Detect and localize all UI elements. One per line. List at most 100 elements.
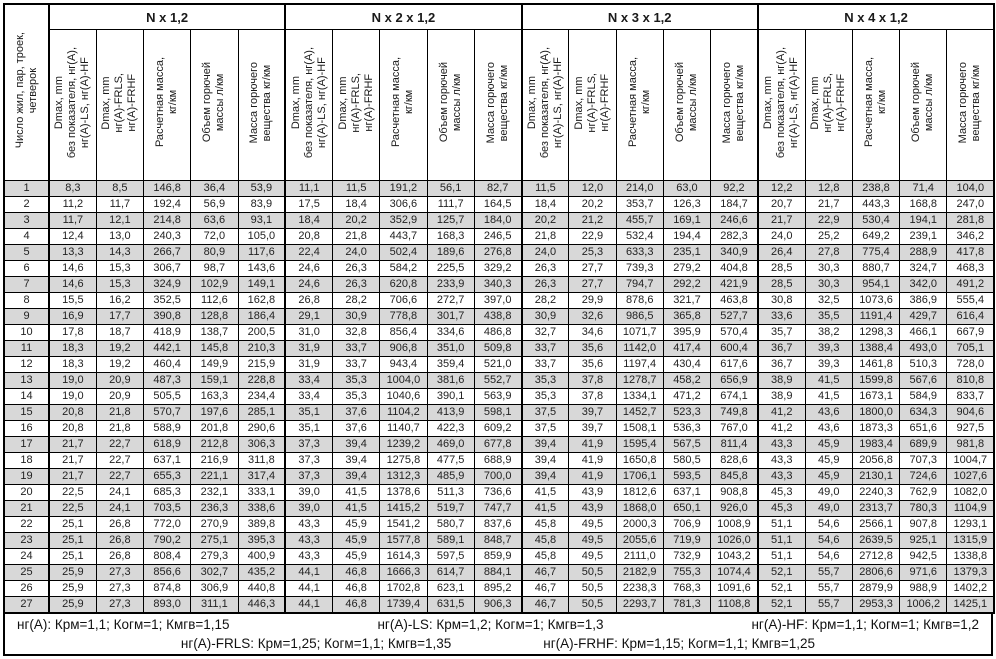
table-cell: 13,0 (95, 228, 145, 245)
table-cell: 833,7 (946, 388, 995, 405)
table-cell: 44,1 (284, 596, 334, 614)
table-cell: 1378,6 (379, 484, 428, 501)
table-cell: 11,1 (284, 180, 334, 197)
note-ng-a: нг(А): Крм=1,1; Когм=1; Кмгв=1,15 (17, 617, 230, 633)
column-header: Масса горючего вещества кг/км (946, 29, 995, 181)
table-cell: 39,0 (284, 484, 334, 501)
table-row: 7 14,6 15,3 324,9 102,9 149,1 24,6 26,3 620,8 233… (3, 276, 995, 293)
table-cell: 614,7 (426, 564, 475, 581)
table-cell: 41,5 (332, 484, 381, 501)
table-row: 17 21,7 22,7 618,9 212,8 306,3 37,3 39,4 1239,2 4… (3, 436, 995, 453)
table-cell: 719,9 (662, 532, 712, 549)
note-ng-a-frls: нг(А)-FRLS: Крм=1,25; Когм=1,1; Кмгв=1,3… (180, 635, 452, 651)
table-cell: 214,0 (615, 180, 664, 197)
table-cell: 37,5 (520, 404, 570, 421)
table-cell: 584,9 (899, 388, 948, 405)
table-cell: 400,9 (237, 548, 286, 565)
table-cell: 35,7 (756, 324, 806, 341)
table-cell: 168,3 (426, 228, 475, 245)
table-cell: 46,8 (332, 580, 381, 597)
table-cell: 536,3 (662, 420, 712, 437)
table-cell: 30,8 (756, 292, 806, 309)
table-cell: 767,0 (710, 420, 759, 437)
table-cell: 50,5 (568, 564, 617, 581)
table-cell: 197,6 (190, 404, 239, 421)
row-number: 24 (3, 548, 50, 565)
table-cell: 511,3 (426, 484, 475, 501)
table-cell: 1614,3 (379, 548, 428, 565)
table-cell: 418,9 (142, 324, 192, 341)
table-cell: 471,2 (662, 388, 712, 405)
table-cell: 17,5 (284, 196, 334, 213)
table-cell: 46,7 (520, 564, 570, 581)
group-title-row: Число жил, пар, троек, четверок N x 1,2 … (3, 3, 995, 181)
column-header: Dmax, mm нг(А)-FRLS, нг(А)-FRHF (804, 29, 853, 181)
table-cell: 505,5 (142, 388, 192, 405)
table-cell: 1191,4 (851, 308, 901, 325)
table-row: 15 20,8 21,8 570,7 197,6 285,1 35,1 37,6 1104,2 4… (3, 404, 995, 421)
table-cell: 236,3 (190, 500, 239, 517)
table-cell: 598,1 (473, 404, 523, 421)
table-cell: 519,7 (426, 500, 475, 517)
column-header-text: Dmax, mm нг(А)-FRLS, нг(А)-FRHF (572, 72, 611, 133)
table-cell: 1541,2 (379, 516, 428, 533)
table-cell: 443,3 (851, 196, 901, 213)
row-number: 27 (3, 596, 50, 614)
table-cell: 21,8 (520, 228, 570, 245)
table-cell: 49,5 (568, 532, 617, 549)
table-cell: 27,3 (95, 596, 145, 614)
table-cell: 707,3 (899, 452, 948, 469)
table-cell: 41,5 (332, 500, 381, 517)
table-cell: 732,9 (662, 548, 712, 565)
table-cell: 18,7 (95, 324, 145, 341)
table-cell: 39,0 (284, 500, 334, 517)
table-cell: 45,8 (520, 548, 570, 565)
table-cell: 63,6 (190, 212, 239, 229)
row-number: 18 (3, 452, 50, 469)
column-header-text: Расчетная масса, кг/км (863, 57, 889, 148)
note-ng-a-ls: нг(А)-LS: Крм=1,2; Когм=1; Кмгв=1,3 (377, 617, 604, 633)
table-cell: 329,2 (473, 260, 523, 277)
table-cell: 43,3 (756, 452, 806, 469)
table-cell: 893,0 (142, 596, 192, 614)
table-cell: 21,8 (95, 404, 145, 421)
table-cell: 435,2 (237, 564, 286, 581)
table-cell: 781,3 (662, 596, 712, 614)
table-cell: 667,9 (946, 324, 995, 341)
table-cell: 609,2 (473, 420, 523, 437)
table-cell: 655,3 (142, 468, 192, 485)
table-cell: 485,9 (426, 468, 475, 485)
table-cell: 19,0 (47, 388, 97, 405)
table-cell: 1293,1 (946, 516, 995, 533)
table-cell: 33,7 (520, 340, 570, 357)
row-number: 15 (3, 404, 50, 421)
table-cell: 112,6 (190, 292, 239, 309)
table-cell: 1599,8 (851, 372, 901, 389)
table-cell: 2712,8 (851, 548, 901, 565)
table-cell: 37,3 (284, 452, 334, 469)
table-cell: 555,4 (946, 292, 995, 309)
column-header-text: Dmax, mm без показателя, нг(А), нг(А)-LS… (53, 46, 92, 159)
row-number: 19 (3, 468, 50, 485)
column-header: Масса горючего вещества кг/км (710, 29, 759, 181)
table-cell: 27,3 (95, 580, 145, 597)
table-cell: 17,7 (95, 308, 145, 325)
row-number: 11 (3, 340, 50, 357)
table-cell: 597,5 (426, 548, 475, 565)
table-cell: 43,3 (756, 436, 806, 453)
table-cell: 986,5 (615, 308, 664, 325)
table-cell: 395,3 (237, 532, 286, 549)
table-cell: 184,0 (473, 212, 523, 229)
table-cell: 25,1 (47, 516, 97, 533)
table-cell: 43,9 (568, 500, 617, 517)
table-cell: 26,3 (332, 260, 381, 277)
table-cell: 15,5 (47, 292, 97, 309)
table-cell: 460,4 (142, 356, 192, 373)
table-cell: 521,0 (473, 356, 523, 373)
table-cell: 762,9 (899, 484, 948, 501)
table-cell: 2000,3 (615, 516, 664, 533)
table-cell: 210,3 (237, 340, 286, 357)
table-cell: 13,3 (47, 244, 97, 261)
table-cell: 43,3 (284, 532, 334, 549)
